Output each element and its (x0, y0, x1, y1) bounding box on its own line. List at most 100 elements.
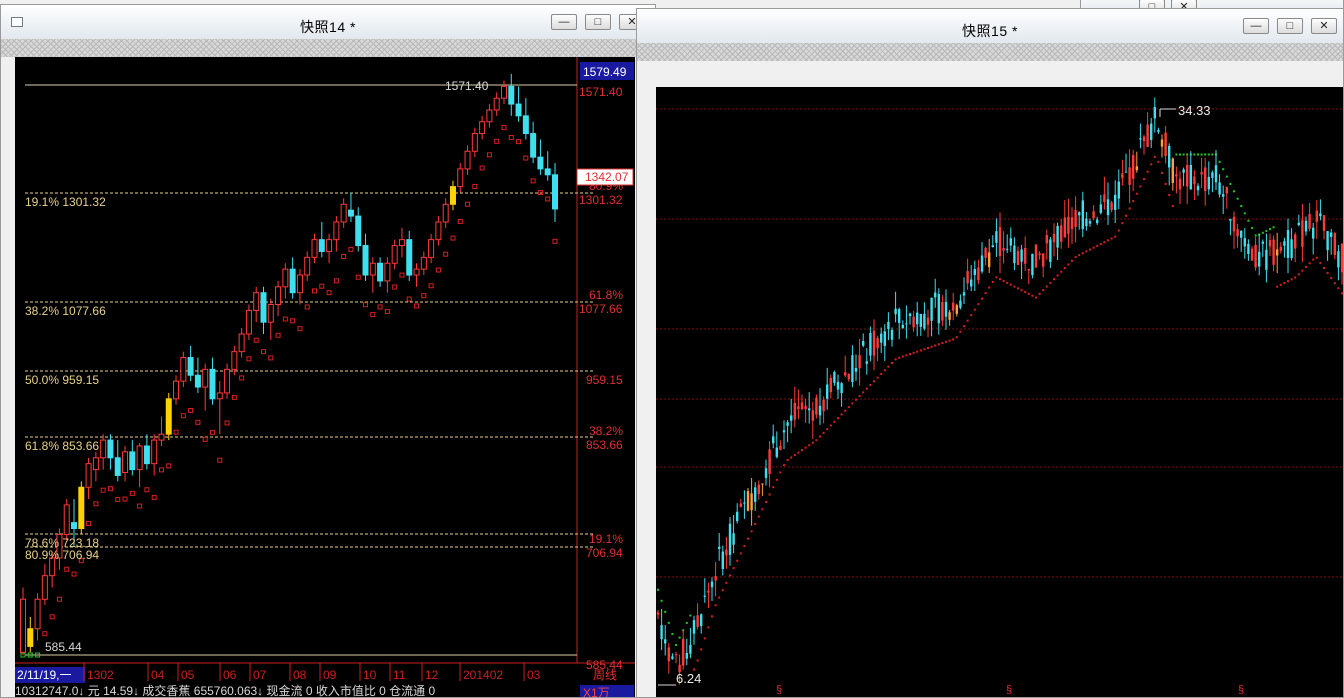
stop-marker (1153, 155, 1156, 158)
candle-body (952, 302, 955, 311)
stop-marker (1319, 261, 1322, 264)
stop-marker (1312, 258, 1315, 261)
stop-marker (516, 139, 522, 145)
stop-marker (1114, 235, 1117, 238)
stop-marker (739, 552, 742, 555)
candles (656, 97, 1343, 685)
candle-body (844, 372, 847, 376)
weekly-chart-svg[interactable]: 19.1% 1301.32 38.2% 1077.66 50.0% 959.15… (15, 57, 635, 698)
candle-body (851, 355, 854, 383)
candle-body (977, 267, 980, 281)
close-button[interactable]: ✕ (1311, 18, 1337, 34)
stop-marker (1146, 170, 1149, 173)
stop-marker (714, 604, 717, 607)
x-tick-label: 05 (181, 668, 195, 682)
stop-marker (435, 267, 441, 273)
axis-price: 585.44 (586, 658, 623, 672)
candle-body (1078, 212, 1081, 216)
candle-body (736, 511, 739, 522)
stop-marker (754, 522, 757, 525)
daily-chart[interactable]: 34.33 6.24 § § § (656, 87, 1344, 698)
x-tick-label: 07 (253, 668, 267, 682)
candle-body (362, 245, 369, 276)
maximize-button[interactable]: □ (585, 14, 611, 30)
stop-marker (779, 471, 782, 474)
stop-marker (355, 274, 361, 280)
stop-marker (1330, 277, 1333, 280)
stop-marker (158, 467, 164, 473)
candle-body (808, 408, 811, 411)
candles (20, 73, 558, 656)
stop-marker (399, 272, 405, 278)
minimize-button[interactable]: — (551, 14, 577, 30)
candle-body (282, 268, 289, 288)
stop-marker (919, 349, 922, 352)
stop-marker (253, 337, 259, 343)
candle-body (49, 557, 56, 577)
axis-pct: 19.1% (589, 532, 623, 546)
candle-body (1326, 231, 1329, 251)
candle-body (1258, 251, 1261, 267)
candle-body (1178, 178, 1182, 190)
title-bar[interactable]: 快照15 * — □ ✕ (637, 9, 1343, 43)
status-badge-box (580, 685, 634, 697)
candle-body (1236, 229, 1239, 237)
stop-marker (664, 610, 667, 613)
candle-body (1225, 187, 1228, 194)
candle-body (1042, 253, 1045, 267)
candle-body (428, 239, 435, 258)
candle-body (804, 405, 807, 410)
weekly-chart[interactable]: 19.1% 1301.32 38.2% 1077.66 50.0% 959.15… (15, 57, 635, 698)
stop-marker (696, 659, 699, 662)
current-price-label: 1342.07 (585, 170, 629, 184)
candle-body (20, 598, 26, 653)
event-marker: § (776, 684, 782, 696)
candle-body (92, 457, 99, 471)
high-price-label: 34.33 (1178, 103, 1211, 118)
candle-body (764, 468, 768, 478)
stop-marker (1171, 205, 1174, 208)
daily-chart-svg[interactable]: 34.33 6.24 § § § (656, 87, 1344, 698)
candle-body (1279, 246, 1282, 251)
period-label: 周线 (593, 668, 617, 682)
stop-marker (1265, 229, 1268, 232)
stop-marker (765, 500, 767, 503)
stop-marker (1009, 283, 1012, 286)
stop-marker (1143, 178, 1145, 181)
title-bar[interactable]: 快照14 * — □ ✕ (1, 5, 655, 39)
stop-marker (1247, 219, 1250, 222)
candle-body (1128, 167, 1131, 185)
candle-body (1330, 232, 1333, 237)
stop-marker (887, 365, 890, 368)
candle-body (260, 292, 267, 323)
status-badge: X1万 (583, 686, 610, 698)
candle-body (840, 383, 843, 394)
minimize-button[interactable]: — (1243, 18, 1269, 34)
candle-body (775, 447, 778, 457)
candle-body (786, 422, 789, 426)
stop-marker (819, 435, 821, 438)
stop-marker (995, 276, 998, 279)
candle-body (1121, 173, 1124, 179)
candle-body (707, 590, 710, 593)
stop-marker (421, 293, 427, 299)
candle-body (674, 654, 678, 656)
maximize-button[interactable]: □ (1277, 18, 1303, 34)
candle-body (151, 439, 158, 465)
stop-marker (1337, 287, 1340, 290)
candle-body (1319, 213, 1322, 217)
candle-body (202, 368, 209, 388)
x-tick-label: 201402 (463, 668, 503, 682)
fib-label: 50.0% 959.15 (25, 373, 99, 387)
candle-body (1283, 241, 1286, 246)
candle-body (136, 445, 143, 471)
stop-marker (202, 436, 208, 442)
stop-marker (93, 501, 99, 507)
stop-marker (1099, 243, 1102, 246)
axis-price: 1301.32 (579, 193, 623, 207)
stop-marker (1243, 212, 1246, 215)
stop-marker (1301, 269, 1304, 272)
stop-marker (1207, 153, 1210, 156)
stop-line (657, 153, 1343, 671)
stop-marker (718, 596, 721, 599)
